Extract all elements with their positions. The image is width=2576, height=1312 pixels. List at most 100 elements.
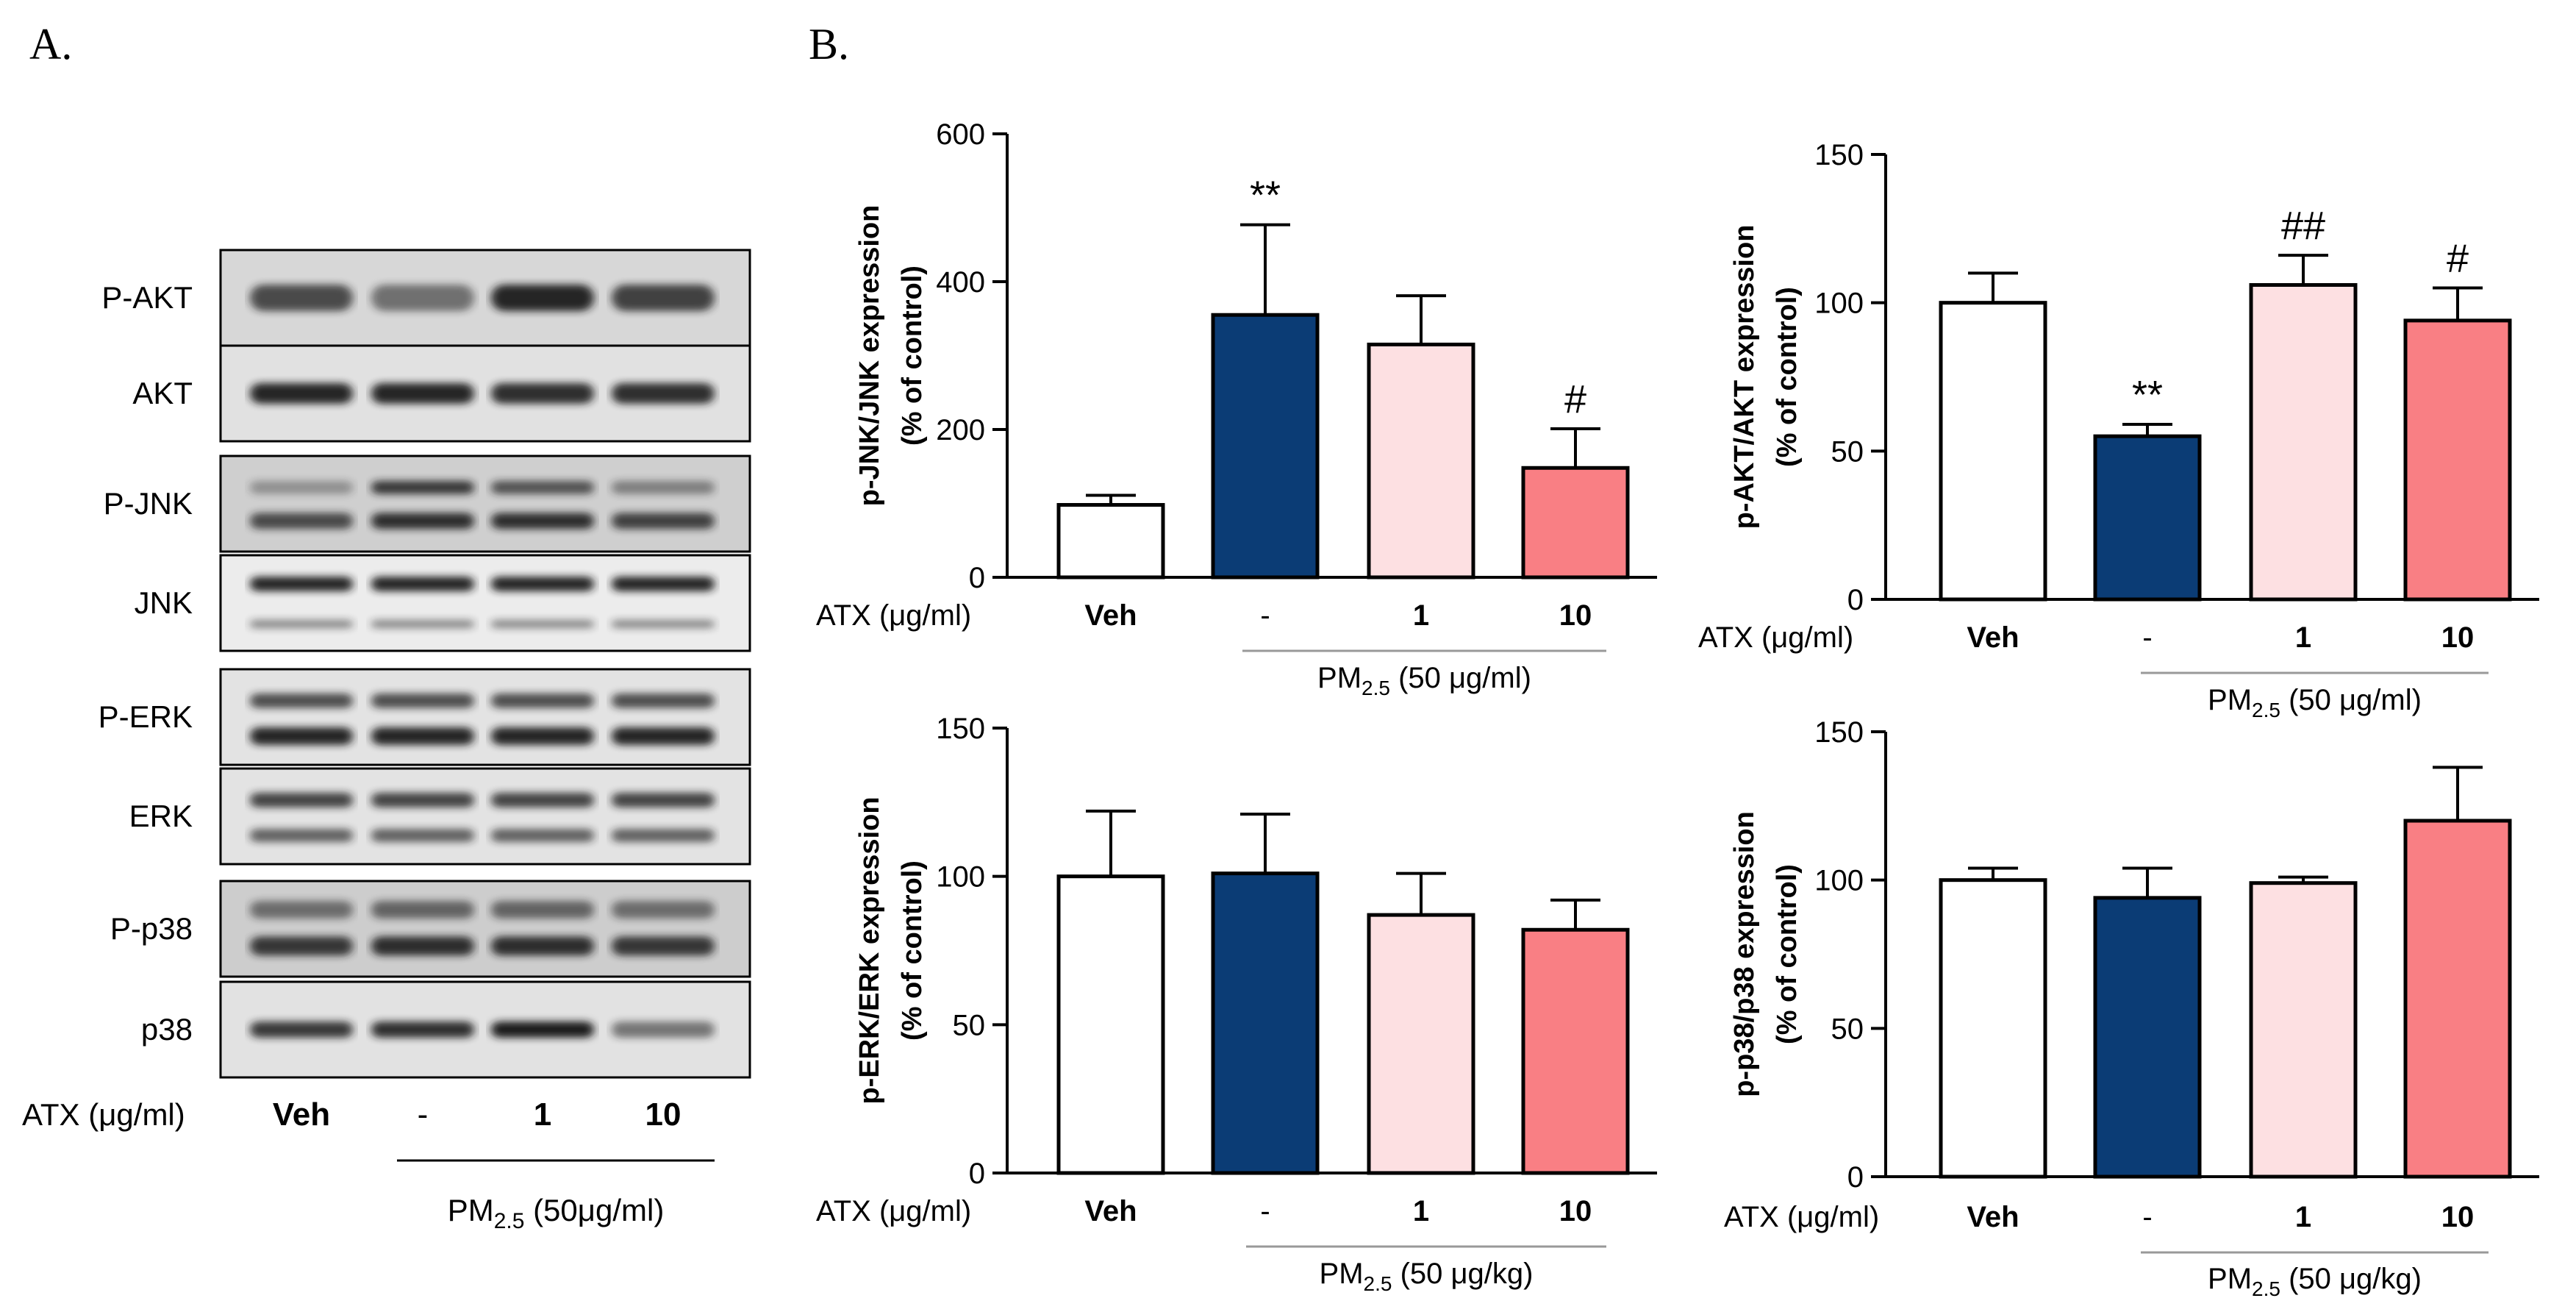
blot-label: p38 xyxy=(141,1012,193,1047)
bar-1 xyxy=(2249,881,2358,1179)
blot-band xyxy=(250,619,353,629)
blot-label: P-p38 xyxy=(110,911,193,946)
pm-label: PM2.5 (50 μg/kg) xyxy=(1320,1258,1534,1295)
blot-band xyxy=(371,513,474,530)
blot-band xyxy=(371,285,474,311)
bar-1 xyxy=(1367,913,1475,1175)
y-tick-label: 50 xyxy=(953,1009,986,1041)
bar-pm xyxy=(1211,313,1320,580)
bar-1 xyxy=(2249,282,2358,602)
blot-band xyxy=(371,727,474,745)
y-tick-label: 50 xyxy=(1831,1013,1864,1045)
blot-band xyxy=(250,901,353,919)
pm-label: PM2.5 (50 μg/ml) xyxy=(1317,662,1531,699)
significance-mark: ## xyxy=(2281,204,2325,248)
x-tick-label: 1 xyxy=(2295,621,2311,654)
y-tick-label: 400 xyxy=(936,266,985,299)
blot-band xyxy=(491,936,594,956)
western-blot-panel: P-AKT AKT P-JNK JNK P-ERK ERK P-p38 p38 ATX (μg/… xyxy=(22,249,751,1233)
bar-Veh xyxy=(1939,878,2047,1179)
blot-band xyxy=(371,1022,474,1038)
chart-p-erk: 0 50 100 150 p-ERK/ERK expression (% of contr… xyxy=(816,713,1657,1295)
blot-band xyxy=(491,513,594,530)
blot-pm-label: PM2.5 (50μg/ml) xyxy=(448,1193,665,1233)
x-tick-label: Veh xyxy=(1967,1201,2019,1233)
atx-label: ATX (μg/ml) xyxy=(816,599,971,632)
blot-label: JNK xyxy=(135,585,193,620)
blot-box xyxy=(219,880,751,978)
blot-band xyxy=(250,727,353,745)
blot-band xyxy=(371,792,474,807)
y-tick-label: 0 xyxy=(1847,584,1864,616)
x-tick-label: 10 xyxy=(2441,621,2475,654)
blot-box xyxy=(219,554,751,652)
y-tick-label: 0 xyxy=(969,1158,985,1190)
bar-Veh xyxy=(1939,301,2047,602)
blot-band xyxy=(250,1022,353,1038)
blot-label: P-AKT xyxy=(101,280,193,315)
blot-box xyxy=(219,767,751,866)
significance-mark: # xyxy=(1564,377,1586,421)
blot-band xyxy=(371,383,474,404)
blot-band xyxy=(612,285,715,311)
blot-band xyxy=(250,792,353,807)
x-tick-label: - xyxy=(1260,1195,1270,1227)
y-axis-label-unit: (% of control) xyxy=(1772,864,1803,1044)
blot-label: AKT xyxy=(132,376,193,410)
blot-band xyxy=(612,480,715,494)
blot-band xyxy=(612,1022,715,1038)
blot-lane-label: - xyxy=(418,1097,429,1133)
y-axis-label-unit: (% of control) xyxy=(897,265,928,446)
blot-band xyxy=(371,693,474,708)
chart-p-p38: 0 50 100 150 p-p38/p38 expression (% of contr… xyxy=(1724,716,2539,1300)
x-tick-label: - xyxy=(2142,1201,2152,1233)
blot-band xyxy=(491,901,594,919)
x-tick-label: Veh xyxy=(1084,599,1137,632)
x-tick-label: - xyxy=(1260,599,1270,632)
blot-row-p-jnk: P-JNK xyxy=(104,454,751,553)
blot-band xyxy=(491,693,594,708)
blot-band xyxy=(612,383,715,404)
pm-label: PM2.5 (50 μg/ml) xyxy=(2208,684,2422,721)
x-tick-label: 10 xyxy=(1559,599,1592,632)
atx-label: ATX (μg/ml) xyxy=(1724,1201,1879,1233)
x-tick-label: Veh xyxy=(1967,621,2019,654)
blot-label: P-ERK xyxy=(99,699,193,734)
y-axis-label-unit: (% of control) xyxy=(897,860,928,1041)
bar-10 xyxy=(1521,927,1630,1175)
y-tick-label: 100 xyxy=(1814,865,1864,897)
blot-band xyxy=(371,829,474,842)
chart-p-akt: 0 50 100 150 p-AKT/AKT expression (% of contr… xyxy=(1698,139,2539,721)
blot-row-akt: AKT xyxy=(132,344,751,443)
x-tick-label: Veh xyxy=(1084,1195,1137,1227)
blot-band xyxy=(612,901,715,919)
x-tick-label: 10 xyxy=(1559,1195,1592,1227)
y-tick-label: 150 xyxy=(1814,716,1864,749)
blot-band xyxy=(250,577,353,591)
blot-row-p38: p38 xyxy=(141,980,751,1079)
chart-p-jnk: 0 200 400 600 p-JNK/JNK expression (% of cont… xyxy=(816,118,1657,699)
y-axis-label: p-ERK/ERK expression xyxy=(854,796,885,1104)
y-tick-label: 200 xyxy=(936,414,985,446)
significance-mark: ** xyxy=(2132,373,2163,417)
blot-band xyxy=(371,936,474,956)
blot-row-jnk: JNK xyxy=(135,554,751,652)
x-tick-label: - xyxy=(2142,621,2152,654)
blot-band xyxy=(491,727,594,745)
blot-row-erk: ERK xyxy=(129,767,751,866)
blot-label: P-JNK xyxy=(104,486,193,521)
blot-band xyxy=(371,619,474,629)
y-axis-label: p-JNK/JNK expression xyxy=(854,205,885,507)
bar-10 xyxy=(2403,318,2512,602)
bar-1 xyxy=(1367,342,1475,580)
blot-band xyxy=(612,792,715,807)
blot-row-p-akt: P-AKT xyxy=(101,249,751,347)
blot-band xyxy=(491,383,594,404)
x-tick-label: 1 xyxy=(2295,1201,2311,1233)
blot-box xyxy=(219,454,751,553)
blot-lane-label: 1 xyxy=(534,1097,551,1133)
atx-label: ATX (μg/ml) xyxy=(1698,621,1853,654)
blot-band xyxy=(612,829,715,842)
blot-band xyxy=(250,513,353,530)
